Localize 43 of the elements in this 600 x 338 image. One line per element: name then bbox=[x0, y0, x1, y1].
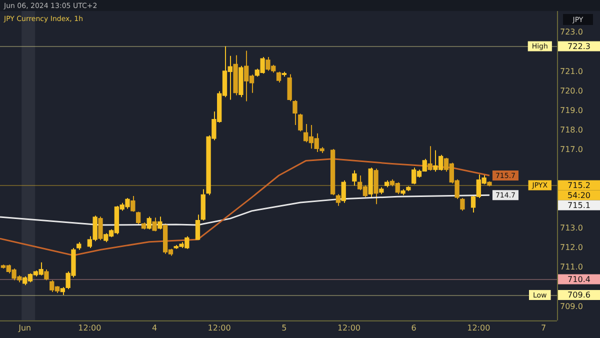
x-tick-label: 12:00 bbox=[208, 323, 231, 332]
candlestick bbox=[341, 180, 346, 204]
candlestick bbox=[195, 214, 200, 241]
y-tick-label: 713.0 bbox=[560, 223, 583, 232]
x-tick-label: 12:00 bbox=[467, 323, 490, 332]
y-tick-label: 719.0 bbox=[560, 106, 583, 115]
x-tick-label: 5 bbox=[282, 323, 287, 332]
y-tick-label: 717.0 bbox=[560, 145, 583, 154]
ref-line-label: 710.4 bbox=[568, 274, 590, 284]
ref-line-label: 709.6 bbox=[568, 290, 590, 300]
candlestick bbox=[158, 216, 162, 230]
candlestick bbox=[298, 113, 303, 132]
candlestick bbox=[292, 100, 298, 126]
candlestick bbox=[276, 71, 282, 83]
y-tick-label: 721.0 bbox=[560, 66, 583, 76]
candlestick bbox=[428, 146, 432, 172]
ref-line-label: 715.2 bbox=[568, 180, 590, 190]
candlestick bbox=[98, 216, 103, 241]
text: 54:20 bbox=[567, 190, 591, 200]
y-tick-label: 711.0 bbox=[560, 262, 583, 272]
x-tick-label: 12:00 bbox=[78, 323, 102, 332]
x-tick-label: 4 bbox=[152, 323, 158, 332]
candlestick bbox=[44, 268, 49, 281]
candlestick bbox=[130, 196, 136, 212]
candlestick bbox=[287, 74, 292, 102]
x-tick-label: 12:00 bbox=[337, 323, 361, 332]
text: 715.1 bbox=[568, 200, 590, 210]
y-tick-label: 709.0 bbox=[560, 302, 583, 311]
x-tick-label: 7 bbox=[540, 323, 546, 332]
y-tick-label: 712.0 bbox=[560, 243, 583, 252]
y-tick-label: 718.0 bbox=[560, 126, 583, 135]
candlestick bbox=[146, 216, 152, 230]
candlestick bbox=[374, 168, 378, 205]
candlestick bbox=[352, 170, 357, 186]
y-tick-label: 723.0 bbox=[560, 28, 583, 37]
candlestick bbox=[152, 217, 157, 232]
x-tick-label: Jun bbox=[18, 323, 32, 332]
y-tick-label: 720.0 bbox=[560, 86, 583, 96]
candlestick bbox=[460, 198, 465, 212]
x-tick-label: 6 bbox=[411, 323, 416, 332]
candlestick bbox=[336, 194, 341, 206]
candlestick bbox=[136, 211, 141, 225]
ref-line-label: 722.3 bbox=[568, 42, 590, 51]
